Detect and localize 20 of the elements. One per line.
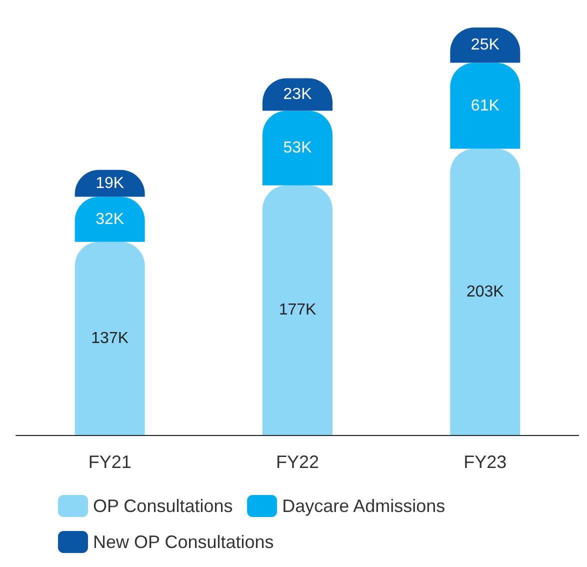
data-label: 61K [470,97,500,114]
legend-label: New OP Consultations [93,532,274,552]
bar [74,242,145,435]
data-label: 53K [283,140,312,157]
data-label: 19K [96,174,124,192]
data-label: 137K [91,330,129,347]
x-tick-label: FY23 [464,452,507,472]
legend-label: Daycare Admissions [282,496,446,516]
bar [450,62,520,149]
data-label: 23K [283,86,312,103]
data-label: 25K [470,36,500,54]
data-label: 177K [278,302,317,319]
bar [262,185,332,435]
x-tick-label: FY21 [88,452,132,472]
legend-label: OP Consultations [93,496,233,516]
data-label: 203K [466,283,504,300]
x-tick-label: FY22 [276,452,320,472]
data-label: 32K [96,210,124,228]
bar [450,148,520,435]
bar [262,110,332,186]
